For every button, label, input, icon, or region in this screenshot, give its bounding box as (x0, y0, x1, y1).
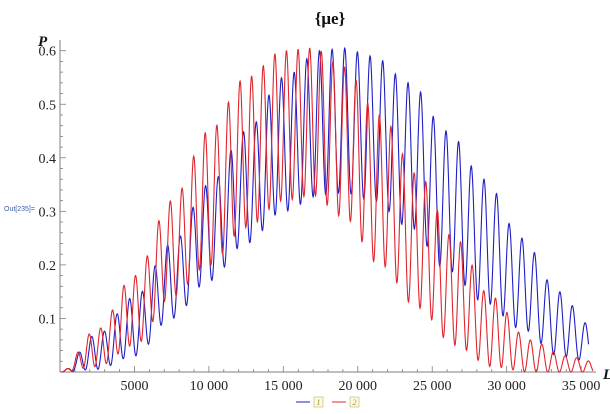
x-tick-label: 10 000 (190, 379, 229, 394)
x-tick-label: 15 000 (264, 379, 303, 394)
chart-title: {μe} (315, 9, 346, 28)
legend-label-1: 1 (317, 398, 321, 407)
x-tick-label: 30 000 (487, 379, 526, 394)
y-tick-label: 0.2 (39, 259, 57, 274)
legend-box-1 (313, 396, 324, 408)
x-axis-label: L (602, 367, 610, 383)
x-tick-label: 20 000 (339, 379, 378, 394)
x-tick-label: 5000 (120, 379, 148, 394)
legend-label-2: 2 (353, 398, 357, 407)
y-tick-label: 0.6 (39, 45, 57, 60)
y-tick-label: 0.1 (39, 312, 57, 327)
output-cell-label: Out[235]= (4, 206, 35, 213)
y-tick-label: 0.4 (39, 152, 57, 167)
series-line-1 (60, 46, 590, 373)
x-tick-label: 35 000 (562, 379, 601, 394)
chart-axes (59, 40, 596, 373)
series-line-2 (60, 47, 594, 373)
chart-ticks: 0.1 0.2 0.3 0.4 0.5 0.6 5000 10 000 15 000 20 000… (39, 45, 601, 394)
y-tick-label: 0.3 (39, 205, 57, 220)
y-axis-label: P (38, 34, 48, 50)
y-tick-label: 0.5 (39, 98, 57, 113)
chart-series-group (60, 46, 594, 373)
legend-box-2 (349, 396, 360, 408)
x-tick-label: 25 000 (413, 379, 452, 394)
